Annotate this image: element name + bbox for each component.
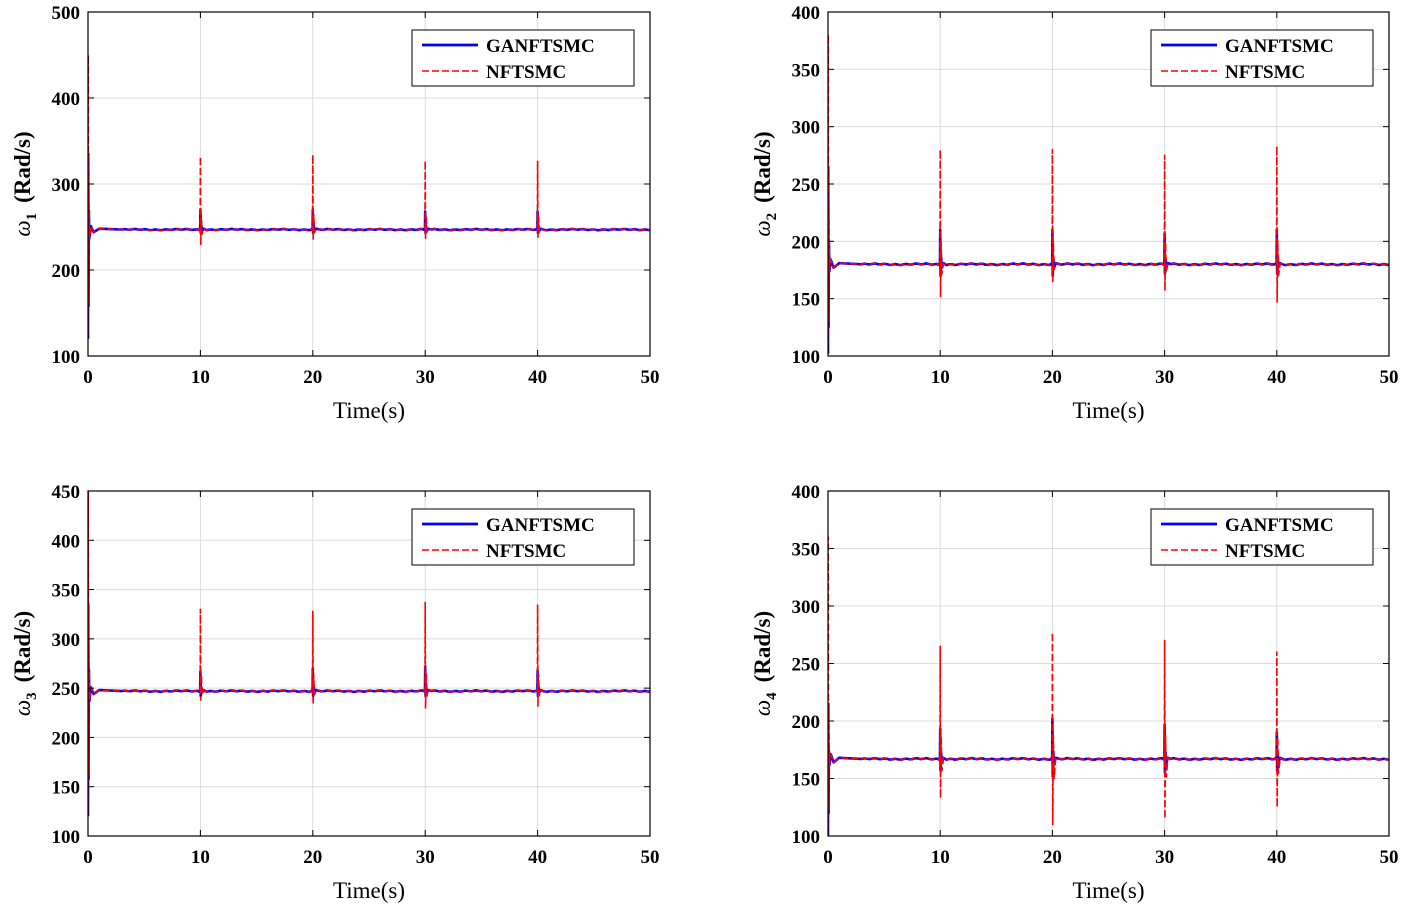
x-tick-label: 20 xyxy=(1043,367,1062,388)
y-axis-unit: (Rad/s) xyxy=(10,611,35,683)
x-tick-label: 0 xyxy=(823,367,833,388)
y-axis-label: ω1 (Rad/s) xyxy=(10,131,40,236)
legend: GANFTSMC NFTSMC xyxy=(411,508,635,566)
y-tick-label: 150 xyxy=(792,290,821,311)
y-tick-label: 250 xyxy=(792,175,821,196)
y-tick-label: 400 xyxy=(792,3,821,24)
x-tick-label: 50 xyxy=(1380,367,1399,388)
y-axis-unit: (Rad/s) xyxy=(750,611,775,683)
legend: GANFTSMC NFTSMC xyxy=(1150,508,1374,566)
y-tick-label: 400 xyxy=(52,89,81,110)
legend-label-ganftsmc: GANFTSMC xyxy=(1225,515,1334,536)
x-tick-label: 20 xyxy=(303,367,322,388)
legend-label-ganftsmc: GANFTSMC xyxy=(1225,36,1334,57)
x-tick-label: 40 xyxy=(1267,367,1286,388)
y-tick-label: 500 xyxy=(52,3,81,24)
chart-panel-bottom-left: 0 10 20 30 40 50 100 150 200 250 300 350 400 450 Time(… xyxy=(10,482,660,903)
y-tick-label: 250 xyxy=(52,679,81,700)
y-tick-label: 150 xyxy=(52,778,81,799)
y-axis-subscript: 3 xyxy=(24,692,40,700)
y-tick-label: 200 xyxy=(792,232,821,253)
chart-panel-top-right: 0 10 20 30 40 50 100 150 200 250 300 350 400 Time(s) ω… xyxy=(750,3,1399,423)
x-tick-label: 0 xyxy=(83,847,93,868)
y-tick-label: 200 xyxy=(52,728,81,749)
x-tick-label: 50 xyxy=(1380,847,1399,868)
y-axis-symbol: ω xyxy=(750,700,775,716)
y-tick-label: 450 xyxy=(52,482,81,503)
x-tick-label: 30 xyxy=(416,367,435,388)
legend-box xyxy=(411,29,635,87)
y-axis-symbol: ω xyxy=(750,220,775,236)
x-tick-label: 10 xyxy=(931,367,950,388)
y-axis-unit: (Rad/s) xyxy=(10,131,35,203)
x-tick-label: 30 xyxy=(1155,367,1174,388)
series-line-nftsmc xyxy=(88,491,650,812)
y-tick-label: 300 xyxy=(792,597,821,618)
x-tick-label: 40 xyxy=(1267,847,1286,868)
y-tick-label: 350 xyxy=(792,60,821,81)
legend-label-nftsmc: NFTSMC xyxy=(1225,541,1305,562)
legend-label-nftsmc: NFTSMC xyxy=(486,62,566,83)
y-axis-subscript: 1 xyxy=(24,213,40,221)
x-tick-label: 10 xyxy=(191,367,210,388)
y-axis-subscript: 4 xyxy=(764,692,780,700)
x-tick-label: 40 xyxy=(528,847,547,868)
series-line-nftsmc xyxy=(828,536,1389,831)
legend-box xyxy=(1150,508,1374,566)
y-axis-label: ω3 (Rad/s) xyxy=(10,611,40,716)
y-tick-label: 100 xyxy=(52,347,81,368)
y-tick-label: 100 xyxy=(52,827,81,848)
x-tick-label: 40 xyxy=(528,367,547,388)
x-tick-label: 0 xyxy=(823,847,833,868)
x-tick-label: 50 xyxy=(641,367,660,388)
legend: GANFTSMC NFTSMC xyxy=(411,29,635,87)
y-tick-label: 300 xyxy=(52,175,81,196)
y-tick-label: 100 xyxy=(792,827,821,848)
x-tick-label: 30 xyxy=(416,847,435,868)
y-tick-label: 350 xyxy=(52,581,81,602)
x-tick-label: 20 xyxy=(1043,847,1062,868)
x-axis-label: Time(s) xyxy=(333,398,405,423)
axes-box xyxy=(87,490,651,837)
y-tick-label: 300 xyxy=(52,630,81,651)
y-axis-symbol: ω xyxy=(10,700,35,716)
y-tick-label: 300 xyxy=(792,118,821,139)
y-axis-unit: (Rad/s) xyxy=(750,131,775,203)
y-tick-label: 100 xyxy=(792,347,821,368)
x-axis-label: Time(s) xyxy=(1073,398,1145,423)
legend-label-nftsmc: NFTSMC xyxy=(1225,62,1305,83)
y-tick-label: 200 xyxy=(792,712,821,733)
chart-panel-bottom-right: 0 10 20 30 40 50 100 150 200 250 300 350 400 Time(s) ω… xyxy=(750,482,1399,903)
y-axis-label: ω4 (Rad/s) xyxy=(750,611,780,716)
y-tick-label: 250 xyxy=(792,655,821,676)
legend-label-nftsmc: NFTSMC xyxy=(486,541,566,562)
y-tick-label: 400 xyxy=(792,482,821,503)
series-line-nftsmc xyxy=(88,54,650,335)
y-tick-label: 400 xyxy=(52,531,81,552)
y-tick-label: 200 xyxy=(52,261,81,282)
x-tick-label: 20 xyxy=(303,847,322,868)
x-tick-label: 10 xyxy=(191,847,210,868)
x-tick-label: 10 xyxy=(931,847,950,868)
y-axis-subscript: 2 xyxy=(764,213,780,221)
legend-box xyxy=(411,508,635,566)
chart-panel-top-left: 0 10 20 30 40 50 100 200 300 400 500 Time(s) ω1 (Rad/… xyxy=(10,3,660,423)
y-tick-label: 350 xyxy=(792,540,821,561)
legend: GANFTSMC NFTSMC xyxy=(1150,29,1374,87)
x-tick-label: 0 xyxy=(83,367,93,388)
legend-box xyxy=(1150,29,1374,87)
x-axis-label: Time(s) xyxy=(1073,878,1145,903)
legend-label-ganftsmc: GANFTSMC xyxy=(486,515,595,536)
y-axis-label: ω2 (Rad/s) xyxy=(750,131,780,236)
x-tick-label: 50 xyxy=(641,847,660,868)
x-axis-label: Time(s) xyxy=(333,878,405,903)
y-tick-label: 150 xyxy=(792,770,821,791)
legend-label-ganftsmc: GANFTSMC xyxy=(486,36,595,57)
y-axis-symbol: ω xyxy=(10,220,35,236)
series-line-nftsmc xyxy=(828,34,1389,345)
x-tick-label: 30 xyxy=(1155,847,1174,868)
